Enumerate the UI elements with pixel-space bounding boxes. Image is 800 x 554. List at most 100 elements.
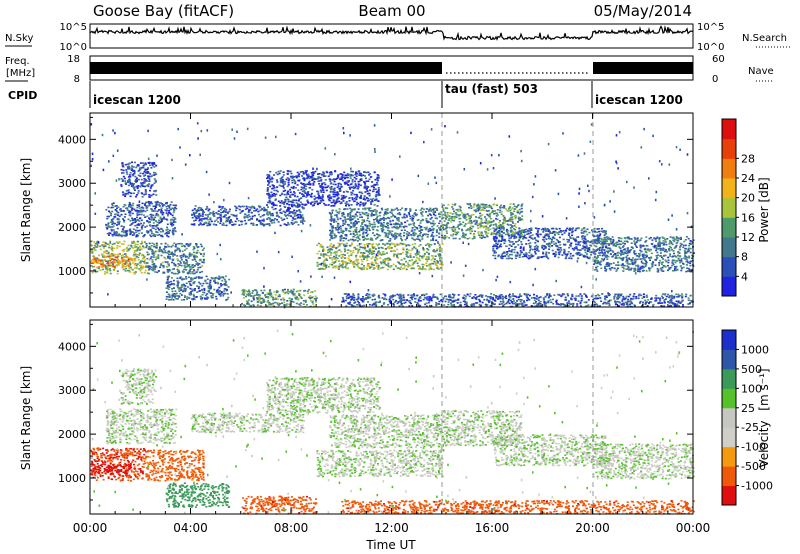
power-cell	[104, 245, 107, 247]
power-cell	[350, 243, 353, 246]
power-cell	[146, 206, 149, 209]
power-cell	[581, 235, 584, 237]
power-cell	[302, 218, 305, 220]
power-cell	[367, 238, 370, 240]
power-cell	[167, 264, 170, 267]
power-cell	[226, 212, 229, 215]
power-cell	[569, 245, 572, 248]
power-cell	[424, 233, 427, 236]
power-cell	[419, 267, 422, 270]
power-cell	[316, 264, 319, 266]
power-cell	[410, 230, 413, 233]
power-cell	[183, 278, 186, 280]
power-cell	[99, 245, 102, 248]
power-cell	[381, 208, 384, 211]
power-cell	[518, 256, 521, 258]
power-cell	[196, 291, 199, 293]
power-cell	[403, 265, 406, 267]
power-cell	[180, 284, 183, 287]
power-cell	[153, 243, 156, 245]
power-cell	[185, 282, 188, 285]
power-cell	[491, 211, 494, 214]
power-cell	[464, 233, 467, 236]
power-cell	[477, 231, 480, 233]
power-cell	[488, 213, 491, 215]
power-cell	[470, 214, 473, 216]
power-cell	[655, 248, 658, 250]
power-cell	[123, 240, 126, 243]
power-cell	[139, 269, 142, 272]
power-cell	[221, 283, 224, 286]
power-cell	[154, 201, 157, 203]
power-cell	[293, 218, 296, 220]
power-cell	[349, 219, 352, 222]
power-cell	[394, 253, 397, 256]
power-cell	[393, 223, 396, 225]
power-cell	[393, 226, 396, 228]
power-cell	[195, 255, 198, 257]
power-cell	[139, 185, 142, 188]
power-cell	[187, 265, 190, 268]
power-cell	[126, 256, 129, 259]
power-cell	[198, 213, 201, 215]
power-cell	[220, 215, 223, 218]
power-cell	[106, 243, 109, 245]
power-cell	[537, 230, 539, 232]
power-cell	[319, 252, 322, 255]
power-cell	[442, 237, 445, 239]
power-cell	[520, 229, 523, 232]
power-cell	[394, 208, 397, 211]
power-cell	[205, 208, 208, 211]
power-cell	[232, 214, 235, 217]
power-cell	[148, 175, 151, 178]
power-cell	[492, 245, 495, 248]
power-cell	[339, 239, 342, 242]
power-cell	[117, 220, 120, 223]
power-cell	[571, 234, 574, 237]
power-cell	[586, 228, 589, 231]
power-cell	[497, 239, 500, 242]
power-cell	[386, 209, 389, 211]
power-cell	[145, 190, 147, 193]
power-cell	[176, 280, 179, 282]
power-cell	[364, 255, 367, 258]
power-cell	[173, 227, 176, 229]
power-cell	[445, 232, 448, 234]
power-cell	[195, 296, 198, 298]
power-cell	[257, 301, 259, 303]
power-cell	[147, 266, 150, 269]
power-cell	[567, 239, 570, 241]
power-cell	[580, 229, 583, 232]
power-cell	[248, 303, 251, 306]
power-cell	[387, 224, 389, 227]
power-cell	[156, 231, 159, 234]
power-cell	[370, 210, 373, 212]
power-cell	[185, 278, 188, 280]
power-cell	[439, 247, 442, 250]
power-cell	[560, 231, 562, 233]
power-cell	[468, 222, 470, 224]
power-cell	[125, 267, 127, 270]
power-cell	[388, 217, 391, 220]
power-cell	[384, 235, 387, 238]
power-cell	[583, 227, 586, 230]
power-cell	[602, 231, 605, 233]
power-cell	[343, 257, 346, 259]
power-cell	[112, 225, 115, 227]
power-cell	[165, 295, 168, 298]
power-cell	[115, 259, 118, 262]
power-cell	[124, 260, 127, 263]
power-cell	[337, 268, 340, 270]
power-cell	[527, 232, 530, 235]
power-cell	[136, 216, 138, 219]
power-cell	[690, 260, 692, 263]
power-cell	[295, 298, 298, 300]
power-cell	[385, 234, 388, 236]
power-cell	[398, 212, 401, 214]
power-cell	[508, 250, 511, 252]
power-cell	[410, 267, 413, 270]
power-cell	[453, 210, 455, 213]
power-cell	[286, 214, 289, 216]
power-cell	[619, 257, 622, 260]
power-cell	[140, 266, 143, 269]
